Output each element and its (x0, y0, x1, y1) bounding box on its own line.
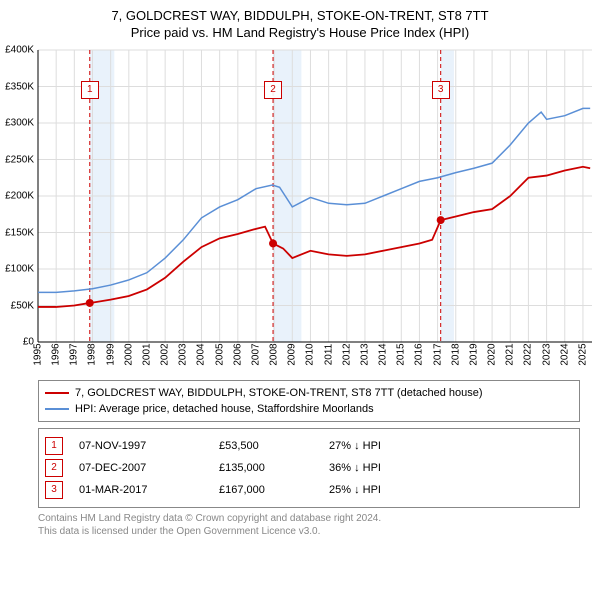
sale-row-delta: 25% ↓ HPI (329, 484, 449, 496)
chart-container: 7, GOLDCREST WAY, BIDDULPH, STOKE-ON-TRE… (0, 0, 600, 538)
sale-row-price: £135,000 (219, 462, 329, 474)
sale-marker-2: 2 (264, 81, 282, 99)
x-tick-label: 2019 (468, 340, 479, 370)
legend-item: HPI: Average price, detached house, Staf… (45, 401, 573, 417)
y-tick-label: £100K (0, 264, 34, 275)
x-tick-label: 2010 (305, 340, 316, 370)
y-tick-label: £50K (0, 300, 34, 311)
legend: 7, GOLDCREST WAY, BIDDULPH, STOKE-ON-TRE… (38, 380, 580, 422)
y-tick-label: £0 (0, 337, 34, 348)
sale-row-date: 07-NOV-1997 (79, 440, 219, 452)
sale-row: 3 01-MAR-2017£167,00025% ↓ HPI (45, 479, 573, 501)
x-tick-label: 1995 (33, 340, 44, 370)
y-tick-label: £150K (0, 227, 34, 238)
x-tick-label: 2007 (250, 340, 261, 370)
x-tick-label: 2001 (141, 340, 152, 370)
x-tick-label: 2003 (178, 340, 189, 370)
x-tick-label: 2004 (196, 340, 207, 370)
x-tick-label: 2005 (214, 340, 225, 370)
x-tick-label: 2020 (487, 340, 498, 370)
x-tick-label: 2018 (450, 340, 461, 370)
legend-swatch (45, 392, 69, 394)
x-tick-label: 2022 (523, 340, 534, 370)
x-tick-label: 2002 (160, 340, 171, 370)
footer-attribution: Contains HM Land Registry data © Crown c… (38, 512, 580, 538)
x-tick-label: 2000 (123, 340, 134, 370)
sales-table: 1 07-NOV-1997£53,50027% ↓ HPI 2 07-DEC-2007… (38, 428, 580, 508)
x-tick-label: 1996 (51, 340, 62, 370)
sale-row: 2 07-DEC-2007£135,00036% ↓ HPI (45, 457, 573, 479)
x-tick-label: 2017 (432, 340, 443, 370)
y-tick-label: £400K (0, 45, 34, 56)
legend-label: HPI: Average price, detached house, Staf… (75, 403, 374, 415)
x-tick-label: 2009 (287, 340, 298, 370)
y-tick-label: £300K (0, 118, 34, 129)
x-tick-label: 1998 (87, 340, 98, 370)
x-tick-label: 2014 (378, 340, 389, 370)
sale-row-marker: 2 (45, 459, 63, 477)
sale-row-date: 01-MAR-2017 (79, 484, 219, 496)
x-tick-label: 2013 (359, 340, 370, 370)
sale-row-date: 07-DEC-2007 (79, 462, 219, 474)
y-tick-label: £350K (0, 81, 34, 92)
sale-marker-1: 1 (81, 81, 99, 99)
sale-row-delta: 36% ↓ HPI (329, 462, 449, 474)
x-tick-label: 1997 (69, 340, 80, 370)
x-tick-label: 2025 (577, 340, 588, 370)
chart-area: £0 £50K £100K £150K £200K £250K £300K £350K £400… (0, 44, 600, 374)
footer-line2: This data is licensed under the Open Gov… (38, 525, 580, 538)
x-tick-label: 2024 (559, 340, 570, 370)
title-block: 7, GOLDCREST WAY, BIDDULPH, STOKE-ON-TRE… (0, 0, 600, 44)
sale-marker-3: 3 (432, 81, 450, 99)
sale-row-marker: 3 (45, 481, 63, 499)
y-tick-label: £250K (0, 154, 34, 165)
sale-row: 1 07-NOV-1997£53,50027% ↓ HPI (45, 435, 573, 457)
legend-label: 7, GOLDCREST WAY, BIDDULPH, STOKE-ON-TRE… (75, 387, 483, 399)
footer-line1: Contains HM Land Registry data © Crown c… (38, 512, 580, 525)
x-tick-label: 2021 (505, 340, 516, 370)
x-tick-label: 2006 (232, 340, 243, 370)
legend-swatch (45, 408, 69, 410)
x-tick-label: 2012 (341, 340, 352, 370)
x-tick-label: 2023 (541, 340, 552, 370)
sale-row-price: £53,500 (219, 440, 329, 452)
sale-row-marker: 1 (45, 437, 63, 455)
x-tick-label: 2011 (323, 340, 334, 370)
legend-item: 7, GOLDCREST WAY, BIDDULPH, STOKE-ON-TRE… (45, 385, 573, 401)
x-tick-label: 1999 (105, 340, 116, 370)
sale-row-delta: 27% ↓ HPI (329, 440, 449, 452)
y-tick-label: £200K (0, 191, 34, 202)
title-address: 7, GOLDCREST WAY, BIDDULPH, STOKE-ON-TRE… (10, 8, 590, 23)
x-tick-label: 2015 (396, 340, 407, 370)
x-tick-label: 2008 (269, 340, 280, 370)
sale-row-price: £167,000 (219, 484, 329, 496)
x-tick-label: 2016 (414, 340, 425, 370)
title-subtitle: Price paid vs. HM Land Registry's House … (10, 25, 590, 40)
